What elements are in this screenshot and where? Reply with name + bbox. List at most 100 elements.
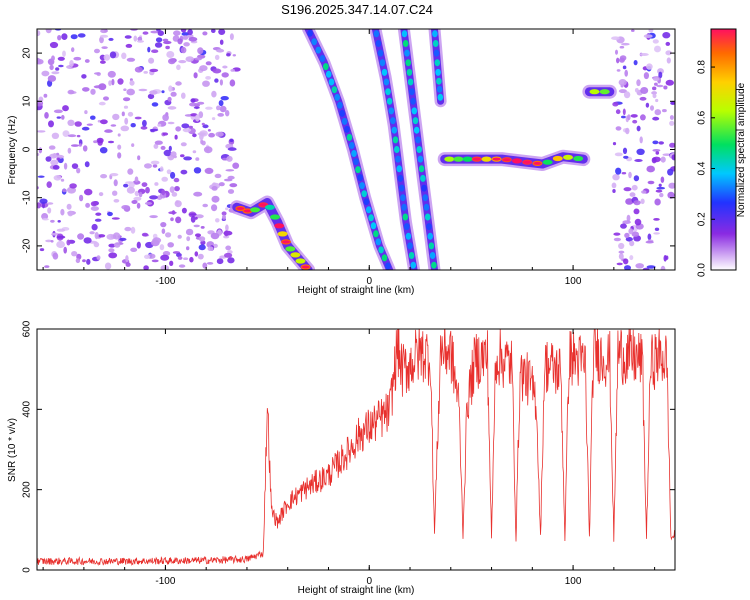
noise-speckle: [157, 123, 162, 127]
noise-speckle: [220, 96, 229, 101]
signal-blob: [420, 174, 426, 182]
signal-blob: [277, 231, 288, 237]
noise-speckle: [194, 251, 199, 257]
noise-speckle: [151, 259, 159, 263]
signal-blob: [334, 93, 341, 101]
noise-speckle: [117, 152, 122, 159]
noise-speckle: [670, 101, 675, 105]
noise-speckle: [81, 126, 90, 131]
noise-speckle: [162, 114, 169, 122]
signal-blob: [401, 30, 408, 38]
noise-speckle: [200, 226, 205, 229]
noise-speckle: [656, 84, 664, 88]
noise-speckle: [49, 64, 54, 71]
signal-blob: [391, 126, 398, 134]
noise-speckle: [62, 105, 69, 112]
noise-speckle: [107, 211, 113, 217]
noise-speckle: [192, 133, 197, 138]
signal-blob: [383, 78, 390, 86]
noise-speckle: [665, 255, 669, 260]
noise-speckle: [622, 108, 626, 116]
noise-speckle: [611, 182, 617, 189]
noise-speckle: [67, 119, 75, 127]
noise-speckle: [631, 231, 639, 237]
noise-speckle: [211, 117, 216, 121]
noise-speckle: [149, 90, 158, 95]
noise-speckle: [170, 171, 176, 179]
noise-speckle: [665, 41, 671, 46]
noise-speckle: [78, 143, 82, 147]
noise-speckle: [229, 139, 234, 142]
noise-speckle: [100, 29, 108, 34]
noise-speckle: [37, 30, 41, 37]
signal-blob: [404, 223, 410, 231]
signal-blob: [311, 38, 318, 46]
noise-speckle: [136, 202, 141, 209]
noise-speckle: [168, 145, 172, 152]
noise-speckle: [660, 176, 665, 183]
noise-speckle: [631, 184, 638, 191]
noise-speckle: [95, 212, 102, 216]
noise-speckle: [229, 79, 236, 87]
noise-speckle: [654, 198, 661, 206]
noise-speckle: [653, 218, 660, 221]
x-tick-label: -100: [155, 576, 175, 587]
noise-speckle: [636, 125, 641, 132]
noise-speckle: [117, 78, 124, 85]
noise-speckle: [108, 248, 115, 253]
noise-speckle: [629, 192, 636, 197]
noise-speckle: [218, 182, 225, 187]
signal-blob: [361, 190, 368, 198]
noise-speckle: [67, 134, 77, 138]
noise-speckle: [654, 227, 660, 231]
noise-speckle: [621, 42, 630, 46]
noise-speckle: [194, 57, 202, 61]
noise-speckle: [177, 234, 182, 239]
noise-speckle: [53, 175, 62, 181]
noise-speckle: [55, 67, 60, 71]
noise-speckle: [127, 168, 134, 175]
noise-speckle: [197, 47, 204, 55]
noise-speckle: [84, 161, 90, 168]
noise-speckle: [140, 126, 148, 130]
noise-speckle: [37, 57, 41, 65]
noise-speckle: [45, 29, 52, 34]
colorbar: 0.0 0.2 0.4 0.6 0.8 Normalized spectral ampl…: [697, 28, 747, 277]
noise-speckle: [98, 101, 106, 106]
noise-speckle: [216, 105, 221, 111]
noise-speckle: [232, 54, 236, 57]
noise-speckle: [71, 163, 79, 170]
noise-speckle: [210, 232, 220, 240]
noise-speckle: [189, 213, 197, 216]
spectrogram-y-ticks: -20 -10 0 10 20: [22, 47, 675, 253]
signal-blob: [315, 46, 322, 54]
noise-speckle: [660, 265, 666, 270]
noise-speckle: [62, 50, 66, 57]
noise-speckle: [652, 140, 659, 145]
noise-speckle: [639, 96, 647, 101]
noise-speckle: [657, 68, 664, 75]
noise-speckle: [69, 60, 74, 67]
noise-speckle: [227, 175, 235, 180]
noise-speckle: [214, 173, 222, 179]
noise-speckle: [189, 102, 198, 107]
noise-speckle: [162, 132, 169, 136]
noise-speckle: [181, 92, 186, 99]
noise-speckle: [83, 237, 92, 244]
signal-blob: [563, 154, 573, 160]
signal-blob: [401, 203, 407, 211]
noise-speckle: [136, 241, 141, 249]
noise-speckle: [79, 194, 84, 202]
signal-core: [502, 158, 511, 162]
noise-speckle: [63, 162, 68, 170]
noise-speckle: [76, 167, 81, 174]
noise-speckle: [667, 168, 674, 176]
noise-speckle: [177, 256, 183, 260]
noise-speckle: [167, 96, 172, 102]
noise-speckle: [224, 252, 233, 258]
noise-speckle: [612, 142, 617, 146]
noise-speckle: [126, 57, 136, 62]
noise-speckle: [151, 102, 159, 107]
noise-speckle: [161, 189, 166, 196]
snr-x-ticks: -100 0 100: [42, 329, 656, 587]
